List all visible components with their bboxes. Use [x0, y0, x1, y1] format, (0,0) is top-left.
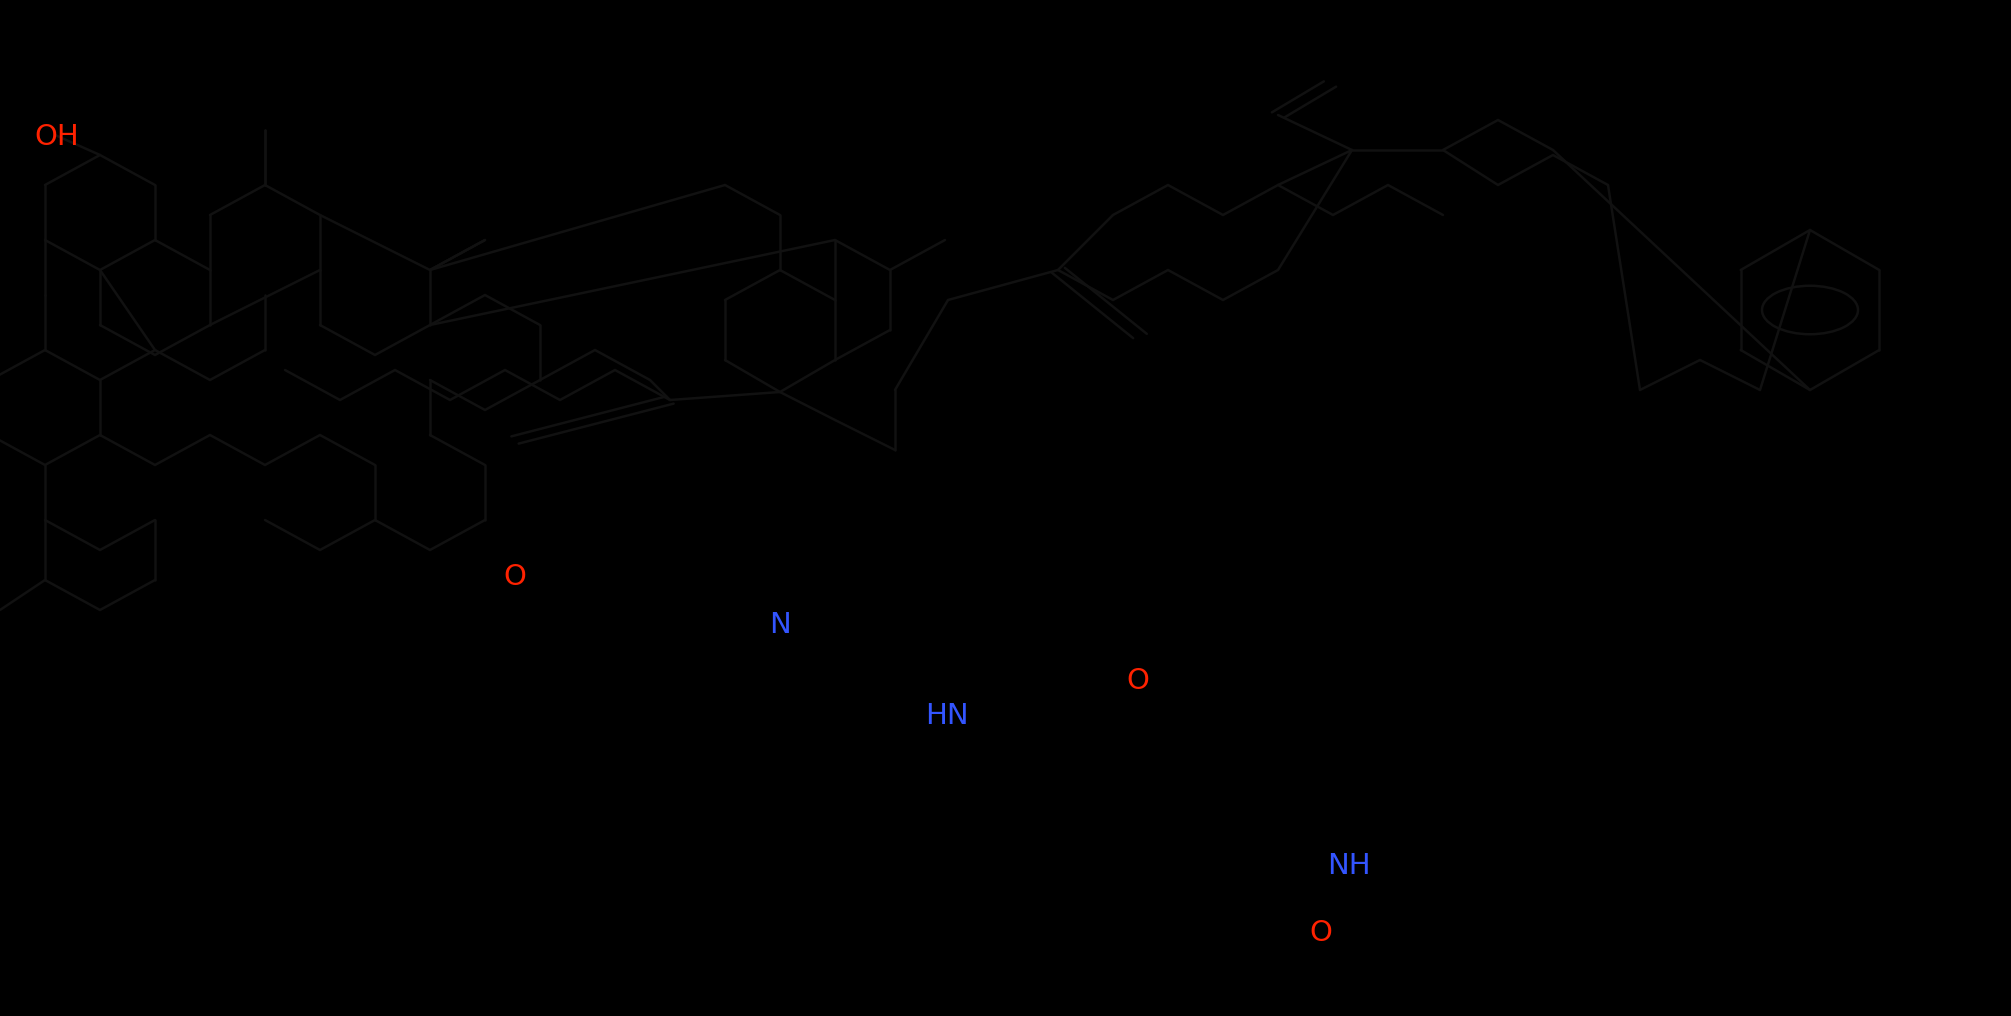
Text: O: O: [1126, 666, 1150, 695]
Text: HN: HN: [925, 702, 969, 731]
Text: OH: OH: [34, 123, 78, 151]
Text: O: O: [503, 563, 527, 591]
Text: NH: NH: [1327, 851, 1372, 880]
Text: O: O: [1309, 918, 1333, 947]
Text: N: N: [770, 611, 790, 639]
